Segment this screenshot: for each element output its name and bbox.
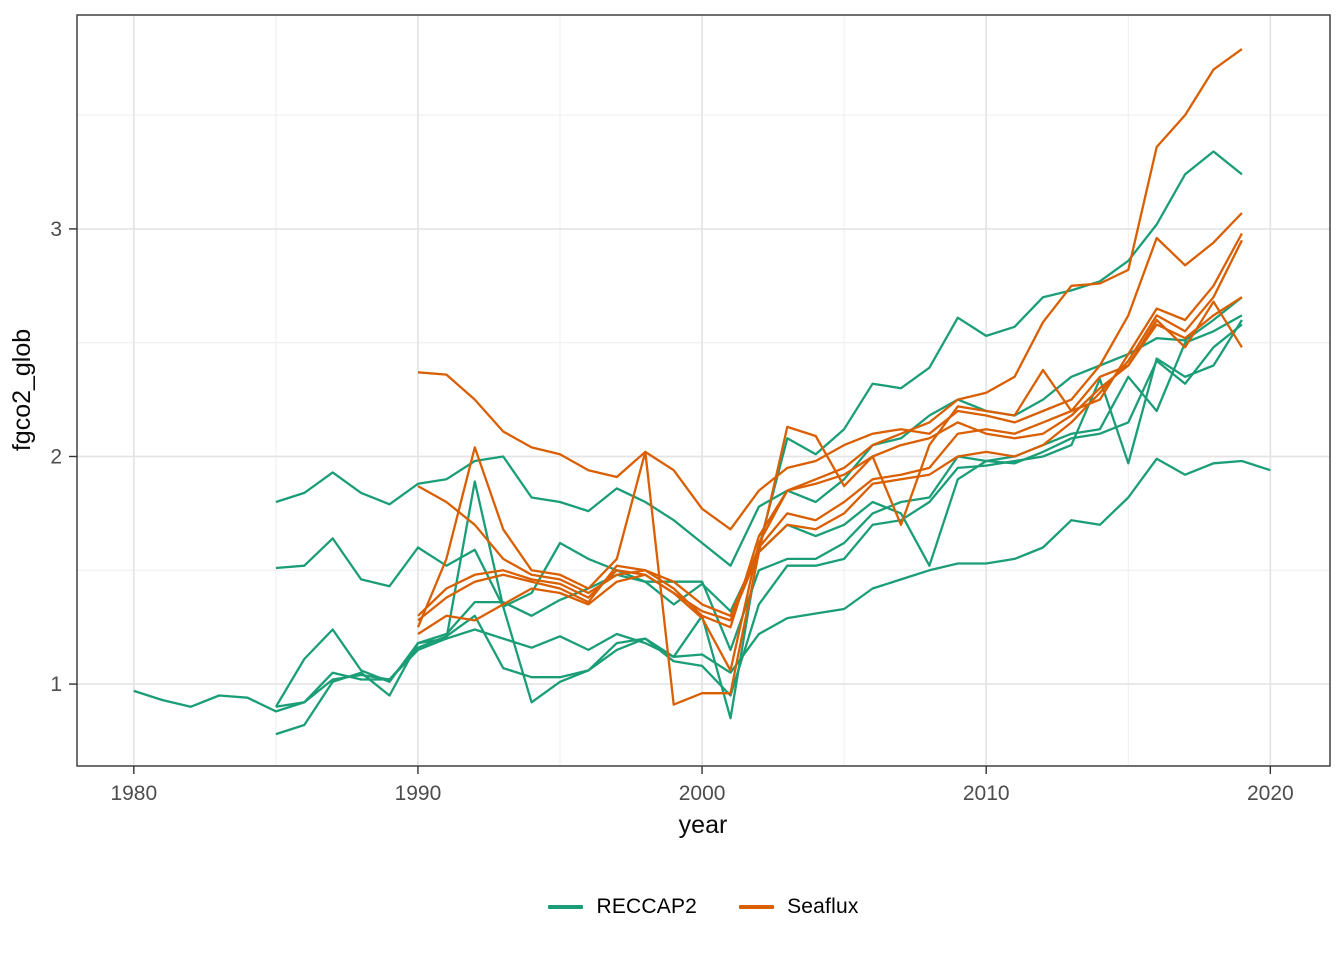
y-tick-label: 2: [50, 445, 62, 468]
series-line-Seaflux-3: [416, 300, 1243, 706]
x-tick-label: 2020: [1247, 782, 1294, 805]
y-tick-label: 1: [50, 673, 62, 696]
series-line-RECCAP2-5: [275, 314, 1243, 736]
series-line-RECCAP2-1: [133, 457, 1271, 713]
series-line-Seaflux-5: [417, 239, 1243, 622]
x-tick-label: 1990: [395, 782, 442, 805]
plot-canvas: 1980 1990 2000 2010 2020 1 2 3 year fgco2_glob: [8, 14, 1331, 839]
legend-label-seaflux: Seaflux: [787, 895, 859, 918]
series-line-Seaflux-4: [417, 296, 1243, 672]
x-tick-label: 1980: [110, 782, 157, 805]
panel-border: [76, 14, 1331, 767]
series-line-Seaflux-6: [417, 48, 1243, 629]
reccap2-line-key-icon: [548, 905, 584, 909]
series-line-Seaflux-2: [417, 232, 1243, 617]
y-axis-title: fgco2_glob: [8, 329, 36, 451]
series-line-Seaflux-1: [417, 212, 1243, 531]
x-tick-label: 2010: [963, 782, 1010, 805]
legend-item-reccap2: RECCAP2: [548, 895, 697, 919]
series-line-RECCAP2-6: [275, 319, 1243, 708]
legend: RECCAP2 Seaflux: [77, 890, 1330, 924]
series-line-RECCAP2-2: [275, 296, 1243, 567]
x-axis-title: year: [679, 811, 728, 839]
plot-area: 1980 1990 2000 2010 2020 1 2 3: [50, 14, 1331, 805]
y-tick-label: 3: [50, 218, 62, 241]
seaflux-line-key-icon: [739, 905, 775, 909]
legend-item-seaflux: Seaflux: [739, 895, 858, 919]
legend-label-reccap2: RECCAP2: [596, 895, 698, 918]
x-tick-label: 2000: [679, 782, 726, 805]
